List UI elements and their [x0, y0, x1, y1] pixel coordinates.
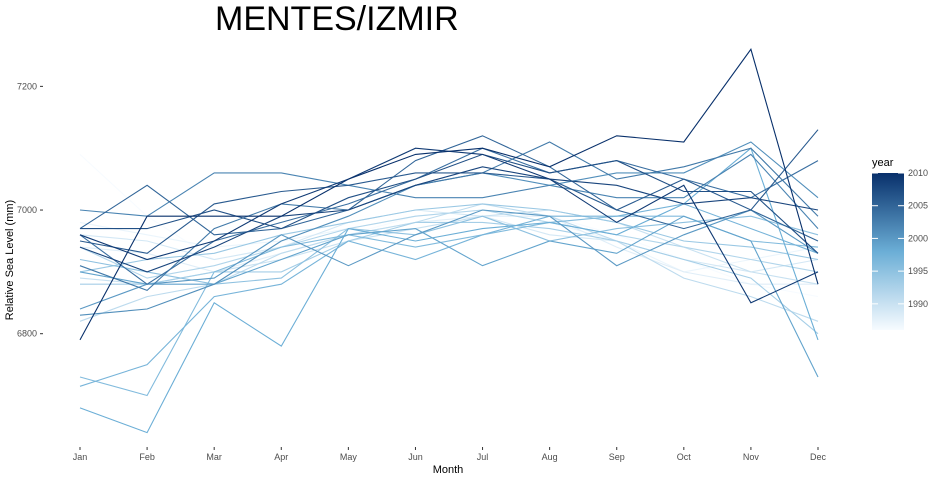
chart-title: MENTES/IZMIR [215, 0, 459, 38]
y-axis-title: Relative Sea Level (mm) [4, 200, 16, 320]
y-tick-label: 6800 [17, 329, 37, 339]
x-tick-label: Aug [542, 452, 558, 462]
series-line-2008 [79, 166, 819, 273]
x-tick-label: Mar [206, 452, 222, 462]
legend-tick-label: 2000 [908, 233, 928, 243]
x-tick-label: Jun [408, 452, 423, 462]
x-tick-label: Dec [810, 452, 827, 462]
series-line-1998 [79, 147, 819, 434]
x-tick-label: Oct [677, 452, 692, 462]
x-tick-label: Nov [743, 452, 760, 462]
x-tick-label: May [340, 452, 358, 462]
x-axis-title: Month [433, 464, 464, 476]
series-line-2003 [79, 141, 819, 292]
series-line-2004 [79, 147, 819, 285]
x-tick-label: Jul [477, 452, 489, 462]
series-line-2000 [79, 209, 819, 310]
series-line-2002 [79, 153, 819, 229]
legend-ticks: 1990 1995 2000 2005 2010 [872, 168, 928, 309]
series-line-1993 [80, 221, 819, 335]
series-lines [79, 48, 819, 434]
y-tick-label: 7200 [17, 81, 37, 91]
x-tick-label: Sep [609, 452, 625, 462]
series-line-1999 [79, 215, 819, 378]
series-line-2001 [79, 141, 819, 316]
series-line-1994 [79, 203, 819, 273]
legend-tick-label: 1990 [908, 299, 928, 309]
y-tick-label: 7000 [17, 205, 37, 215]
y-axis: 6800 7000 7200 [17, 81, 43, 339]
series-line-1997 [79, 203, 819, 387]
series-line-2005 [79, 135, 819, 242]
series-line-1988 [79, 215, 818, 285]
legend-tick-label: 2010 [908, 168, 928, 178]
series-line-1995 [79, 215, 819, 285]
legend-tick-label: 2005 [908, 201, 928, 211]
series-line-2007 [80, 153, 819, 254]
legend-colorbar [872, 173, 904, 330]
x-tick-label: Feb [139, 452, 155, 462]
legend-title: year [872, 157, 894, 169]
series-line-1992 [79, 209, 819, 279]
series-line-2006 [79, 129, 819, 254]
series-line-2010 [79, 48, 819, 341]
legend-tick-label: 1995 [908, 266, 928, 276]
x-axis: Jan Feb Mar Apr May Jun Jul Aug Sep Oct Nov Dec [73, 447, 827, 462]
legend: year 1990 1995 2000 2005 2010 [872, 157, 928, 330]
x-tick-label: Apr [274, 452, 288, 462]
x-tick-label: Jan [73, 452, 88, 462]
